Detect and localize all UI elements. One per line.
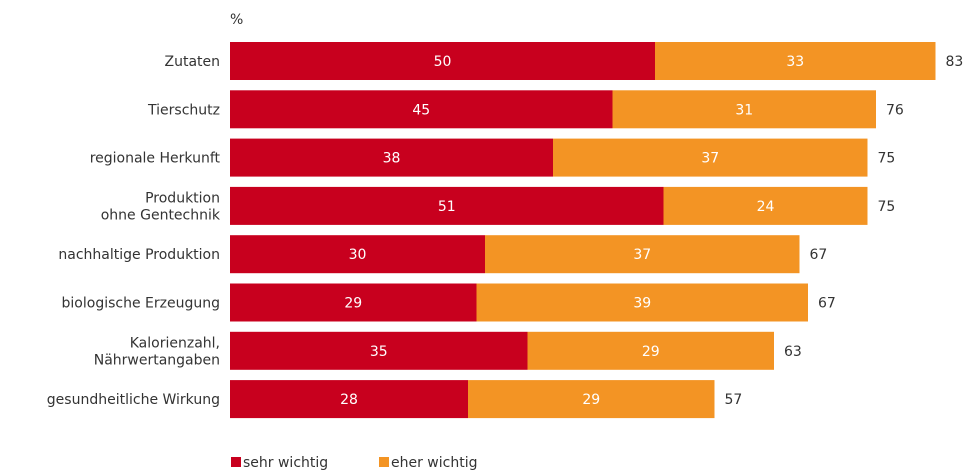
- bars-group: Zutaten 50 33 83 Tierschutz 45 31 76 regionale H…: [47, 42, 964, 419]
- segment-value-label: 29: [582, 392, 600, 408]
- segment-value-label: 24: [757, 199, 775, 215]
- category-label: Produktion ohne Gentechnik: [101, 190, 221, 223]
- bar-segment-eher-wichtig: [527, 331, 774, 370]
- bar-segment-sehr-wichtig: [230, 380, 468, 419]
- segment-value-label: 50: [434, 54, 452, 70]
- legend-swatch-sehr-wichtig: [231, 457, 241, 467]
- bar-segment-sehr-wichtig: [230, 90, 613, 129]
- total-value-label: 75: [878, 151, 896, 167]
- bar-segment-eher-wichtig: [485, 235, 800, 274]
- legend-swatch-eher-wichtig: [379, 457, 389, 467]
- bar-segment-eher-wichtig: [468, 380, 715, 419]
- bar-segment-eher-wichtig: [553, 138, 868, 177]
- total-value-label: 67: [810, 247, 828, 263]
- segment-value-label: 51: [438, 199, 456, 215]
- total-value-label: 75: [878, 199, 896, 215]
- segment-value-label: 29: [344, 296, 362, 312]
- legend-label-eher-wichtig: eher wichtig: [391, 455, 477, 471]
- segment-value-label: 30: [349, 247, 367, 263]
- category-label: Kalorienzahl, Nährwertangaben: [94, 335, 220, 368]
- segment-value-label: 35: [370, 344, 388, 360]
- category-label: nachhaltige Produktion: [58, 247, 220, 263]
- bar-segment-sehr-wichtig: [230, 186, 664, 225]
- segment-value-label: 39: [633, 296, 651, 312]
- segment-value-label: 31: [735, 102, 753, 118]
- legend: sehr wichtig eher wichtig: [231, 455, 477, 471]
- segment-value-label: 45: [412, 102, 430, 118]
- category-label: Zutaten: [164, 54, 220, 70]
- category-label: gesundheitliche Wirkung: [47, 392, 220, 408]
- total-value-label: 63: [784, 344, 802, 360]
- segment-value-label: 33: [786, 54, 804, 70]
- category-label: Tierschutz: [147, 102, 220, 118]
- bar-segment-eher-wichtig: [612, 90, 876, 129]
- category-label: regionale Herkunft: [90, 151, 221, 167]
- category-label: biologische Erzeugung: [62, 296, 220, 312]
- bar-segment-eher-wichtig: [655, 42, 936, 80]
- segment-value-label: 38: [383, 151, 401, 167]
- segment-value-label: 29: [642, 344, 660, 360]
- total-value-label: 67: [818, 296, 836, 312]
- bar-segment-eher-wichtig: [663, 186, 868, 225]
- bar-segment-sehr-wichtig: [230, 283, 477, 322]
- total-value-label: 57: [725, 392, 743, 408]
- total-value-label: 76: [886, 102, 904, 118]
- bar-segment-sehr-wichtig: [230, 235, 485, 274]
- legend-label-sehr-wichtig: sehr wichtig: [243, 455, 328, 471]
- segment-value-label: 37: [701, 151, 719, 167]
- bar-segment-eher-wichtig: [476, 283, 808, 322]
- bar-segment-sehr-wichtig: [230, 331, 528, 370]
- bar-segment-sehr-wichtig: [230, 138, 553, 177]
- total-value-label: 83: [946, 54, 964, 70]
- bar-segment-sehr-wichtig: [230, 42, 655, 80]
- segment-value-label: 28: [340, 392, 358, 408]
- segment-value-label: 37: [633, 247, 651, 263]
- unit-label: %: [230, 12, 243, 28]
